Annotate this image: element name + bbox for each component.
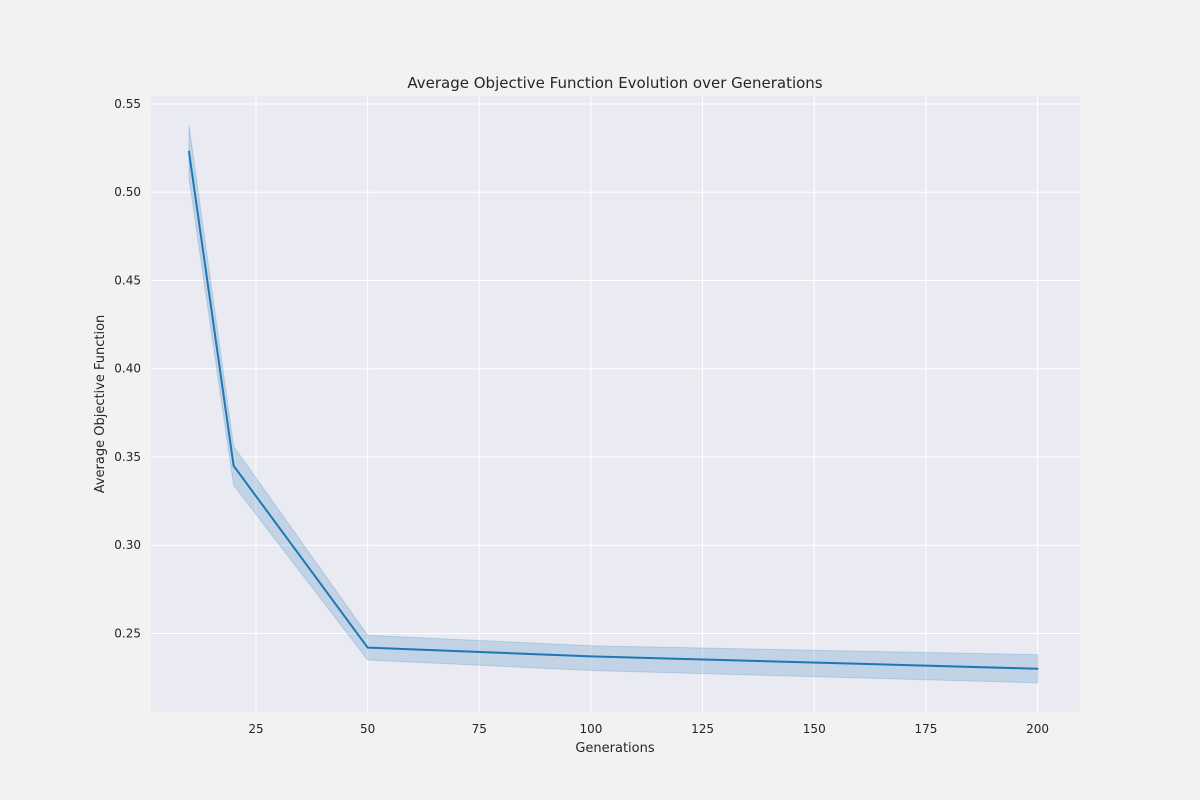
y-tick-label: 0.55	[114, 97, 141, 111]
chart-title: Average Objective Function Evolution ove…	[407, 74, 822, 92]
x-gridlines	[255, 96, 1039, 712]
y-axis-label: Average Objective Function	[93, 315, 108, 494]
y-tick-label: 0.30	[114, 538, 141, 552]
x-axis-label: Generations	[575, 741, 655, 756]
y-tick-label: 0.25	[114, 626, 141, 640]
x-tick-label: 200	[1026, 722, 1049, 736]
confidence-band	[188, 125, 1039, 684]
x-tick-label: 50	[360, 722, 375, 736]
y-gridlines	[151, 103, 1080, 634]
plot-area	[151, 96, 1080, 712]
y-tick-label: 0.35	[114, 450, 141, 464]
x-tick-label: 75	[472, 722, 487, 736]
y-tick-label: 0.50	[114, 185, 141, 199]
x-tick-labels: 25 50 75 100 125 150 175 200	[248, 722, 1049, 736]
series-line-layer	[187, 150, 1039, 670]
x-tick-label: 100	[579, 722, 602, 736]
series-line	[187, 150, 1039, 670]
y-tick-label: 0.45	[114, 273, 141, 287]
y-tick-label: 0.40	[114, 362, 141, 376]
x-tick-label: 175	[914, 722, 937, 736]
x-tick-label: 125	[691, 722, 714, 736]
x-tick-label: 25	[248, 722, 263, 736]
confidence-band-layer	[188, 125, 1039, 684]
x-tick-label: 150	[803, 722, 826, 736]
y-tick-labels: 0.25 0.30 0.35 0.40 0.45 0.50 0.55	[114, 97, 141, 641]
